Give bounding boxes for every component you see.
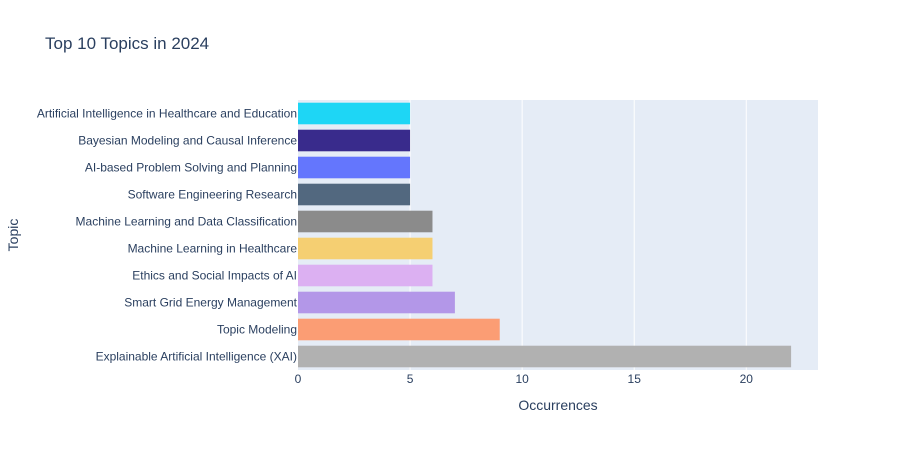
y-tick-label: Bayesian Modeling and Causal Inference — [78, 134, 297, 148]
bar[interactable] — [298, 183, 411, 206]
y-tick-label: Machine Learning and Data Classification — [76, 215, 297, 229]
y-tick-label: Smart Grid Energy Management — [124, 296, 297, 310]
x-tick-label: 15 — [628, 372, 642, 386]
x-tick-label: 5 — [407, 372, 414, 386]
bar[interactable] — [298, 237, 433, 260]
x-tick-labels: 0 5 10 15 20 — [295, 372, 754, 386]
bars — [298, 102, 792, 368]
x-tick-label: 0 — [295, 372, 302, 386]
x-tick-label: 10 — [515, 372, 529, 386]
x-tick-label: 20 — [740, 372, 754, 386]
bar[interactable] — [298, 291, 455, 314]
y-axis-title: Topic — [5, 219, 21, 252]
chart-title: Top 10 Topics in 2024 — [45, 34, 210, 53]
y-tick-label: Software Engineering Research — [128, 188, 297, 202]
y-tick-label: Machine Learning in Healthcare — [128, 242, 298, 256]
bar[interactable] — [298, 318, 500, 341]
bar[interactable] — [298, 264, 433, 287]
y-tick-label: Ethics and Social Impacts of AI — [132, 269, 297, 283]
y-tick-label: Artificial Intelligence in Healthcare an… — [37, 107, 297, 121]
bar[interactable] — [298, 156, 411, 179]
y-tick-label: Explainable Artificial Intelligence (XAI… — [96, 350, 297, 364]
y-tick-label: AI-based Problem Solving and Planning — [85, 161, 297, 175]
x-axis-title: Occurrences — [518, 397, 597, 413]
bar[interactable] — [298, 102, 411, 125]
bar[interactable] — [298, 129, 411, 152]
y-tick-labels: Artificial Intelligence in Healthcare an… — [37, 107, 298, 364]
bar[interactable] — [298, 345, 792, 368]
bar[interactable] — [298, 210, 433, 233]
y-tick-label: Topic Modeling — [217, 323, 297, 337]
